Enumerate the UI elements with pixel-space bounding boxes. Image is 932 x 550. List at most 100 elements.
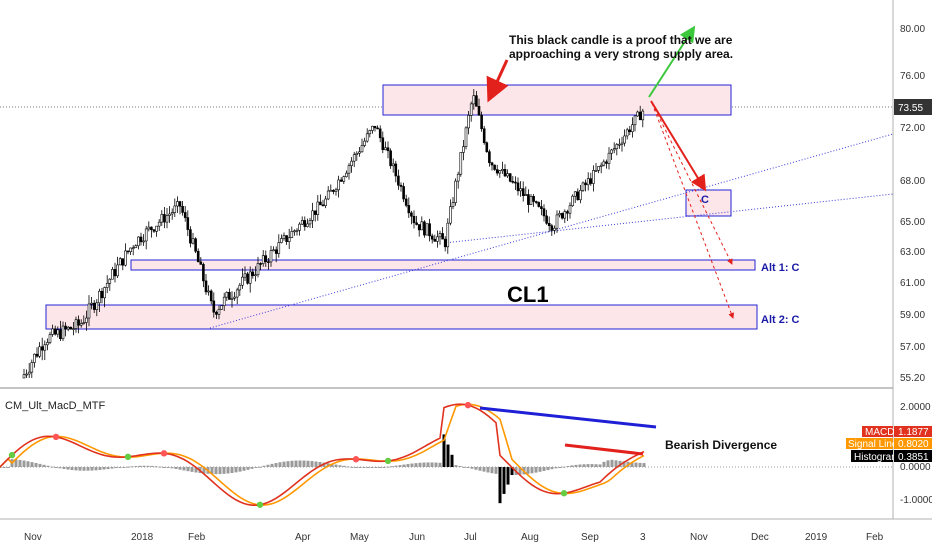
zone-c-label: C bbox=[701, 194, 709, 206]
candle-body bbox=[282, 235, 286, 239]
candle bbox=[87, 295, 91, 327]
candle-body bbox=[633, 115, 637, 126]
histogram-bar bbox=[210, 467, 214, 475]
candle-body bbox=[514, 181, 517, 184]
candle bbox=[246, 271, 249, 285]
candle bbox=[137, 236, 140, 250]
candle bbox=[321, 199, 325, 207]
candle-body bbox=[100, 290, 104, 299]
candle-body bbox=[631, 124, 634, 133]
candle-body bbox=[113, 269, 117, 277]
histogram-name-label: Histogram bbox=[854, 452, 900, 463]
histogram-bar bbox=[146, 465, 150, 467]
candle bbox=[412, 210, 416, 229]
histogram-bar bbox=[98, 467, 102, 470]
candle bbox=[566, 209, 569, 222]
candle bbox=[25, 369, 28, 378]
candle bbox=[311, 202, 314, 229]
candle bbox=[202, 262, 205, 288]
candle bbox=[625, 127, 629, 140]
signal-value-label: 0.8020 bbox=[898, 439, 929, 450]
candle-body bbox=[82, 322, 86, 324]
candle bbox=[407, 197, 411, 218]
alt2-label: Alt 2: C bbox=[761, 314, 800, 326]
divergence-line-red bbox=[564, 443, 644, 456]
candle-body bbox=[124, 250, 127, 266]
candle bbox=[43, 340, 47, 361]
candle-body bbox=[430, 235, 434, 240]
histogram-bar bbox=[366, 467, 370, 468]
candle bbox=[222, 292, 226, 311]
candle-body bbox=[25, 373, 28, 376]
histogram-bar bbox=[554, 467, 558, 469]
histogram-bar bbox=[550, 467, 554, 470]
candle bbox=[274, 246, 278, 263]
ind-y-tick-label: -1.0000 bbox=[900, 495, 932, 506]
candle bbox=[342, 175, 346, 185]
candle bbox=[298, 222, 301, 236]
candle-body bbox=[170, 212, 174, 215]
candle bbox=[51, 324, 54, 337]
candle-body bbox=[363, 140, 366, 146]
candle-body bbox=[498, 170, 502, 174]
candle-body bbox=[462, 146, 465, 153]
candle-body bbox=[532, 196, 535, 202]
candle-body bbox=[202, 264, 205, 282]
candle-body bbox=[573, 191, 577, 197]
candle-body bbox=[415, 222, 418, 225]
candle-body bbox=[235, 289, 239, 298]
candle-body bbox=[150, 226, 153, 231]
candle bbox=[230, 291, 234, 308]
candle bbox=[423, 220, 426, 238]
candle bbox=[386, 141, 390, 159]
candle-body bbox=[319, 201, 322, 206]
candle bbox=[142, 234, 145, 246]
candle-body bbox=[69, 326, 73, 330]
candle bbox=[183, 206, 187, 222]
histogram-bar bbox=[250, 467, 254, 469]
histogram-bar bbox=[414, 463, 418, 467]
candle-body bbox=[516, 182, 520, 192]
histogram-bar bbox=[182, 467, 186, 471]
candle bbox=[100, 287, 104, 304]
histogram-bar bbox=[490, 467, 494, 474]
candle bbox=[511, 176, 515, 184]
candle-body bbox=[602, 161, 606, 166]
candle-body bbox=[295, 229, 299, 232]
signal-name-label: Signal Line bbox=[848, 439, 898, 450]
histogram-bar bbox=[118, 467, 122, 468]
candle bbox=[381, 131, 385, 154]
candle bbox=[610, 148, 613, 161]
candle-pointer-arrow bbox=[486, 59, 509, 103]
candle-body bbox=[542, 208, 546, 217]
histogram-bar bbox=[82, 467, 86, 471]
y-tick-label: 76.00 bbox=[900, 71, 925, 82]
candle bbox=[277, 234, 281, 258]
histogram-bar bbox=[486, 467, 490, 473]
candle-body bbox=[139, 236, 143, 243]
histogram-bar bbox=[538, 467, 542, 472]
candle-body bbox=[103, 287, 106, 299]
histogram-bar bbox=[610, 459, 614, 467]
candle-body bbox=[451, 202, 455, 207]
histogram-bar bbox=[498, 467, 502, 504]
candle-body bbox=[77, 319, 80, 326]
histogram-bar bbox=[158, 466, 162, 468]
candle bbox=[516, 177, 520, 196]
histogram-bar bbox=[242, 467, 246, 471]
candle bbox=[61, 321, 65, 341]
candle bbox=[178, 200, 182, 215]
candle-body bbox=[178, 201, 182, 207]
candle bbox=[521, 181, 525, 202]
histogram-bar bbox=[506, 467, 510, 485]
x-tick-label: Sep bbox=[581, 532, 599, 543]
candle-body bbox=[623, 135, 626, 144]
candle bbox=[306, 218, 309, 228]
histogram-bar bbox=[334, 464, 338, 467]
candle-body bbox=[233, 296, 236, 299]
candle bbox=[113, 262, 117, 283]
candle bbox=[259, 262, 262, 271]
candle bbox=[152, 229, 156, 233]
candle-body bbox=[300, 220, 304, 225]
